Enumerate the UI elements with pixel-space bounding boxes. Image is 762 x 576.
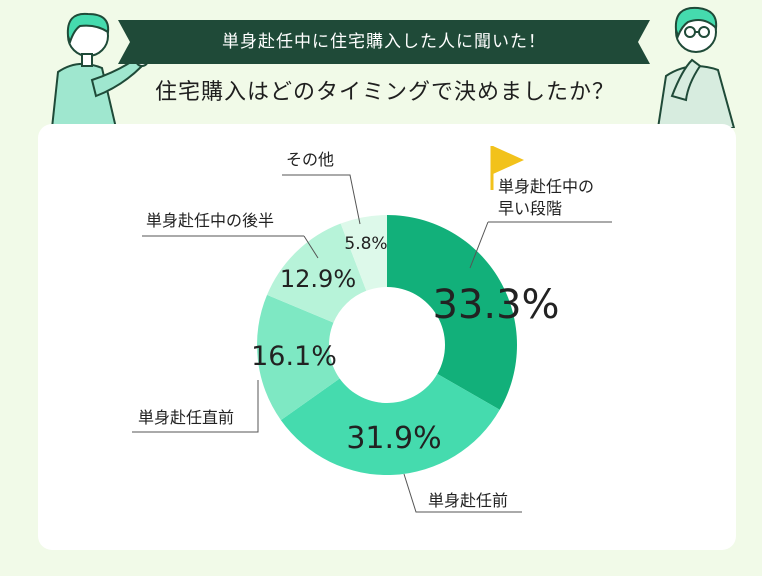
leader-line: [282, 174, 361, 225]
value-label-just-before: 16.1%: [251, 341, 337, 372]
slice-label-just-before: 単身赴任直前: [138, 408, 234, 427]
slice-latter-half: [267, 223, 367, 323]
banner-text: 単身赴任中に住宅購入した人に聞いた！: [222, 32, 546, 52]
leader-line: [142, 235, 319, 259]
leader-line: [403, 473, 522, 513]
chart-card: [38, 124, 736, 550]
slice-label-before: 単身赴任前: [428, 491, 508, 510]
slice-label-other: その他: [286, 150, 334, 169]
slice-early: [387, 215, 517, 410]
slice-label-latter-half: 単身赴任中の後半: [146, 211, 274, 230]
slice-just-before: [256, 294, 340, 421]
flag-icon: [490, 146, 524, 190]
value-label-latter-half: 12.9%: [280, 265, 356, 293]
survey-question: 住宅購入はどのタイミングで決めましたか？: [154, 80, 615, 105]
value-label-other: 5.8%: [344, 234, 387, 254]
slice-before: [280, 373, 500, 475]
man-thinking-illustration: [656, 6, 736, 128]
slice-label-early: 単身赴任中の 早い段階: [498, 177, 599, 218]
header-banner: 単身赴任中に住宅購入した人に聞いた！: [118, 20, 650, 64]
leader-line: [132, 380, 259, 433]
leader-line: [469, 221, 612, 269]
value-label-early: 33.3%: [432, 282, 559, 328]
value-label-before: 31.9%: [346, 421, 441, 456]
slice-other: [340, 215, 387, 291]
